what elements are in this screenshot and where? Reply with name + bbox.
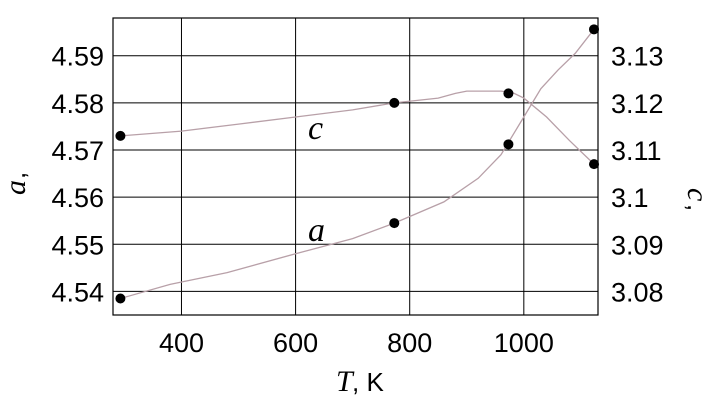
- axis-labels: T , K a , c ,: [0, 172, 706, 398]
- series-label-a: a: [308, 212, 325, 249]
- series-line-c: [120, 90, 595, 165]
- y-left-label-var: a: [0, 180, 32, 195]
- x-tick-label: 1000: [494, 328, 554, 358]
- data-point-a: [389, 218, 400, 229]
- y-left-tick-label: 4.55: [51, 230, 104, 260]
- data-points: [115, 24, 600, 304]
- data-point-c: [115, 130, 126, 141]
- grid: [113, 18, 598, 315]
- y-left-tick-label: 4.56: [51, 183, 104, 213]
- x-tick-label: 400: [159, 328, 204, 358]
- x-axis-label-var: T: [336, 365, 355, 398]
- y-left-tick-label: 4.54: [51, 277, 104, 307]
- curves: [120, 28, 595, 300]
- y-right-tick-label: 3.13: [611, 42, 664, 72]
- y-right-axis-label: c ,: [681, 188, 706, 211]
- y-right-tick-label: 3.1: [611, 183, 649, 213]
- data-point-a: [503, 139, 514, 150]
- data-point-a: [589, 24, 600, 35]
- y-right-label-var: c: [681, 188, 706, 201]
- data-point-c: [503, 88, 514, 99]
- y-left-tick-label: 4.58: [51, 89, 104, 119]
- data-point-c: [389, 97, 400, 108]
- y-left-axis-label: a ,: [0, 172, 32, 195]
- y-right-tick-label: 3.11: [611, 136, 662, 166]
- data-point-a: [115, 293, 126, 304]
- x-axis-label-unit: , K: [352, 367, 384, 397]
- y-left-tick-label: 4.59: [51, 42, 104, 72]
- series-line-a: [120, 28, 595, 300]
- series-label-c: c: [308, 110, 323, 147]
- y-right-tick-label: 3.08: [611, 277, 664, 307]
- x-tick-label: 600: [273, 328, 318, 358]
- tick-labels: 400 600 800 1000 4.54 4.55 4.56 4.57 4.58 4.59 3.0…: [51, 42, 663, 358]
- plot-frame: [112, 17, 599, 316]
- y-right-label-unit: ,: [682, 204, 706, 211]
- y-left-tick-label: 4.57: [51, 136, 104, 166]
- data-point-c: [589, 159, 600, 170]
- y-right-tick-label: 3.12: [611, 89, 664, 119]
- x-tick-label: 800: [387, 328, 432, 358]
- y-right-tick-label: 3.09: [611, 230, 664, 260]
- y-left-label-unit: ,: [1, 172, 31, 179]
